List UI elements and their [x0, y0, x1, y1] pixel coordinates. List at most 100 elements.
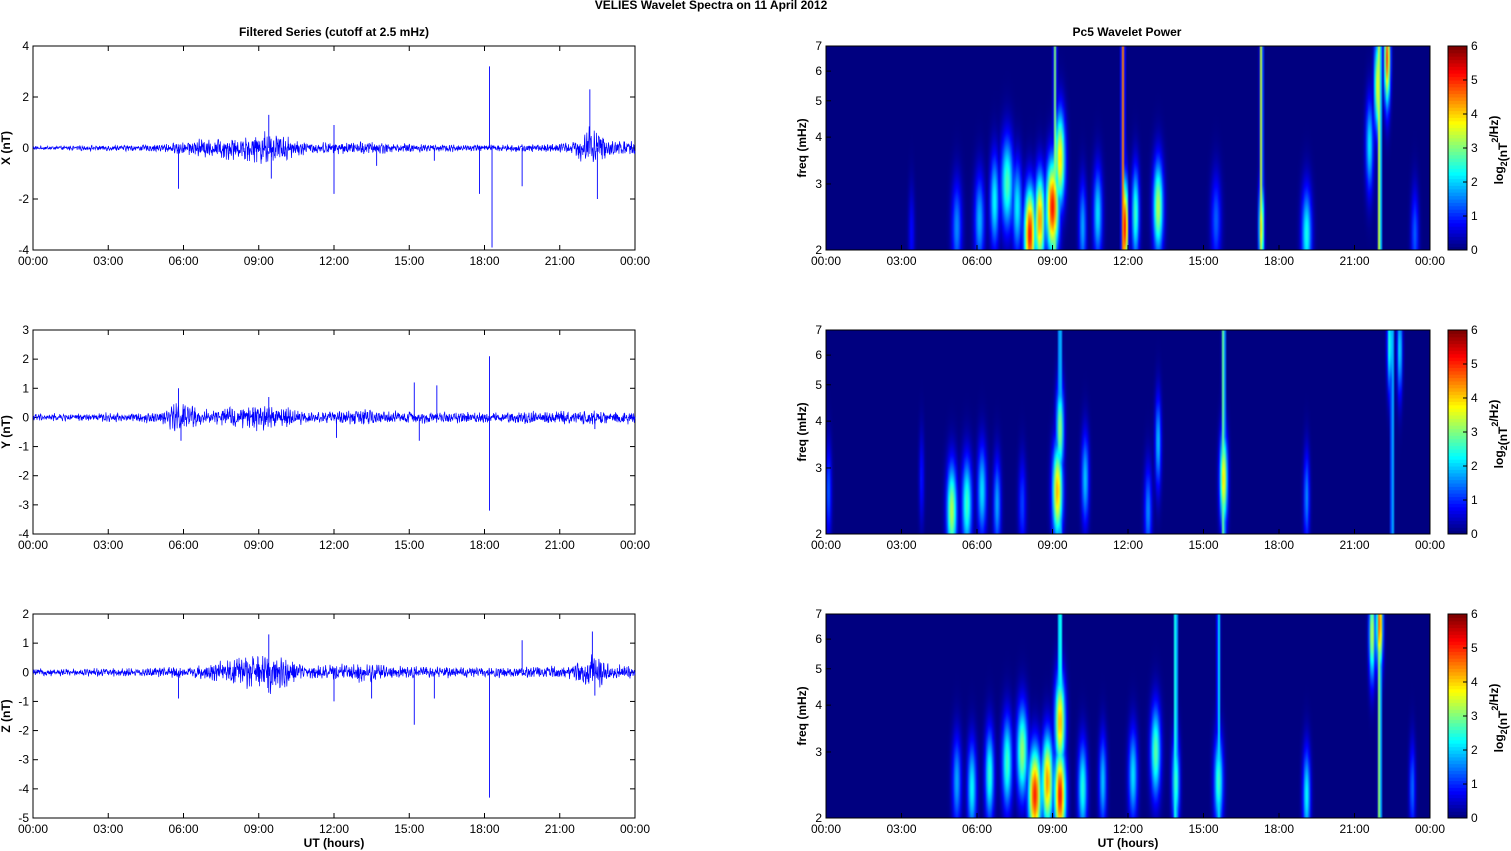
- colorbar-label-part: (nT: [1496, 710, 1510, 729]
- colorbar-swatch: [1448, 719, 1467, 724]
- x-tick-label: 00:00: [620, 822, 650, 836]
- y-axis-label: X (nT): [0, 131, 13, 165]
- colorbar-swatch: [1448, 506, 1467, 511]
- colorbar-tick-label: 4: [1471, 107, 1478, 121]
- y-tick-label: -3: [18, 753, 29, 767]
- colorbar-swatch: [1448, 486, 1467, 491]
- colorbar-swatch: [1448, 756, 1467, 761]
- colorbar-swatch: [1448, 500, 1467, 504]
- y-tick-label: 2: [815, 243, 822, 257]
- colorbar-swatch: [1448, 455, 1467, 460]
- colorbar-swatch: [1448, 641, 1467, 646]
- y-tick-label: 2: [815, 811, 822, 825]
- x-tick-label: 21:00: [1339, 538, 1369, 552]
- colorbar-swatch: [1448, 168, 1467, 173]
- colorbar-swatch: [1448, 418, 1467, 423]
- colorbar-swatch: [1448, 780, 1467, 785]
- colorbar-swatch: [1448, 743, 1467, 748]
- colorbar-swatch: [1448, 449, 1467, 453]
- colorbar-swatch: [1448, 195, 1467, 200]
- colorbar-tick-label: 5: [1471, 357, 1478, 371]
- colorbar-swatch: [1448, 134, 1467, 139]
- colorbar-swatch: [1448, 695, 1467, 700]
- colorbar-swatch: [1448, 469, 1467, 474]
- x-tick-label: 09:00: [1037, 538, 1067, 552]
- x-tick-label: 06:00: [168, 538, 198, 552]
- colorbar-swatch: [1448, 93, 1467, 98]
- x-tick-label: 03:00: [93, 254, 123, 268]
- colorbar-swatch: [1448, 425, 1467, 430]
- colorbar-swatch: [1448, 148, 1467, 152]
- colorbar-tick-label: 2: [1471, 175, 1478, 189]
- colorbar-swatch: [1448, 377, 1467, 382]
- colorbar-label: log2(nT2/Hz): [1487, 116, 1510, 185]
- y-tick-label: 3: [815, 461, 822, 475]
- colorbar-swatch: [1448, 97, 1467, 101]
- colorbar-swatch: [1448, 350, 1467, 355]
- y-tick-label: 4: [815, 414, 822, 428]
- x-tick-label: 21:00: [545, 254, 575, 268]
- colorbar-label-part: log: [1492, 450, 1506, 468]
- y-tick-label: 4: [815, 698, 822, 712]
- timeseries-panel: -5 -4 -3 -2 -1 0 1 2 00:00 03:00 06:00 09:00 12:00 15…: [0, 607, 650, 850]
- x-tick-label: 06:00: [962, 254, 992, 268]
- colorbar-label-part: 2: [1499, 161, 1509, 166]
- colorbar-swatch: [1448, 520, 1467, 525]
- colorbar-swatch: [1448, 644, 1467, 649]
- colorbar-swatch: [1448, 56, 1467, 61]
- colorbar-tick-label: 0: [1471, 811, 1478, 825]
- colorbar-swatch: [1448, 233, 1467, 237]
- x-tick-label: 00:00: [18, 538, 48, 552]
- colorbar-swatch: [1448, 243, 1467, 248]
- colorbar-swatch: [1448, 452, 1467, 457]
- y-tick-label: -2: [18, 192, 29, 206]
- x-tick-label: 00:00: [811, 822, 841, 836]
- colorbar-swatch: [1448, 746, 1467, 751]
- colorbar-swatch: [1448, 185, 1467, 190]
- colorbar-swatch: [1448, 161, 1467, 166]
- colorbar-swatch: [1448, 199, 1467, 203]
- colorbar-swatch: [1448, 787, 1467, 792]
- colorbar-swatch: [1448, 165, 1467, 169]
- colorbar-swatch: [1448, 192, 1467, 197]
- x-tick-label: 09:00: [1037, 822, 1067, 836]
- colorbar-swatch: [1448, 63, 1467, 67]
- colorbar-swatch: [1448, 216, 1467, 220]
- colorbar-tick-label: 0: [1471, 243, 1478, 257]
- x-tick-label: 12:00: [319, 254, 349, 268]
- colorbar-swatch: [1448, 131, 1467, 135]
- x-tick-label: 03:00: [93, 822, 123, 836]
- colorbar-swatch: [1448, 110, 1467, 115]
- x-tick-label: 18:00: [469, 538, 499, 552]
- figure-title: VELIES Wavelet Spectra on 11 April 2012: [595, 0, 828, 12]
- colorbar-swatch: [1448, 736, 1467, 741]
- colorbar-swatch: [1448, 90, 1467, 95]
- colorbar-swatch: [1448, 137, 1467, 142]
- y-tick-label: 6: [815, 348, 822, 362]
- colorbar-swatch: [1448, 665, 1467, 669]
- colorbar-swatch: [1448, 398, 1467, 402]
- y-tick-label: -4: [18, 243, 29, 257]
- colorbar-swatch: [1448, 459, 1467, 464]
- colorbar-swatch: [1448, 188, 1467, 193]
- colorbar-tick-label: 6: [1471, 323, 1478, 337]
- y-tick-label: 2: [815, 527, 822, 541]
- colorbar-swatch: [1448, 692, 1467, 697]
- colorbar-swatch: [1448, 49, 1467, 54]
- colorbar-swatch: [1448, 648, 1467, 652]
- colorbar-label-part: 2: [1499, 729, 1509, 734]
- colorbar-swatch: [1448, 750, 1467, 754]
- y-tick-label: 6: [815, 64, 822, 78]
- x-tick-label: 21:00: [1339, 822, 1369, 836]
- left-column-title: Filtered Series (cutoff at 2.5 mHz): [239, 25, 429, 39]
- colorbar-swatch: [1448, 682, 1467, 686]
- x-tick-label: 18:00: [1264, 254, 1294, 268]
- colorbar-swatch: [1448, 617, 1467, 622]
- colorbar-swatch: [1448, 688, 1467, 693]
- colorbar-swatch: [1448, 661, 1467, 666]
- y-tick-label: 3: [815, 745, 822, 759]
- y-tick-label: -1: [18, 440, 29, 454]
- colorbar-swatch: [1448, 360, 1467, 365]
- colorbar-tick-label: 4: [1471, 391, 1478, 405]
